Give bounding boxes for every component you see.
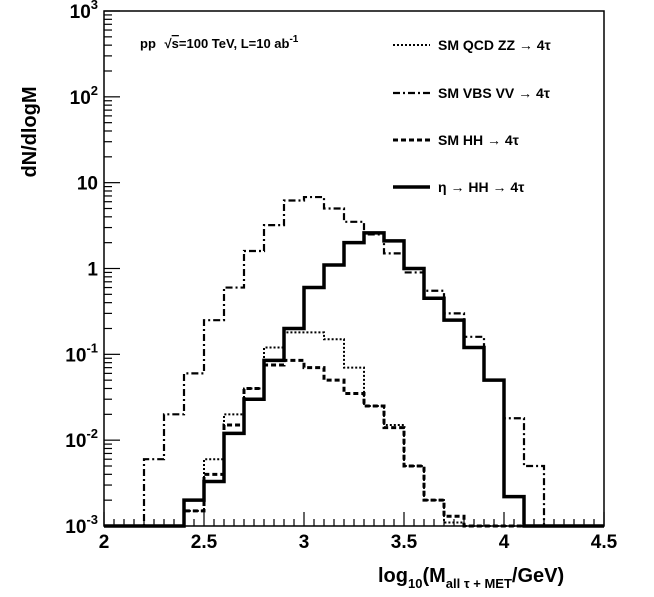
x-tick-label: 4.5 xyxy=(591,532,618,553)
legend-label: η → HH → 4τ xyxy=(438,179,525,195)
y-tick-label: 103 xyxy=(70,0,98,23)
histogram-curves xyxy=(104,195,604,528)
series-line-solid xyxy=(104,231,604,528)
xlabel-sub1: 10 xyxy=(408,576,422,591)
xlabel-sub2: all τ + MET xyxy=(446,576,512,591)
x-axis-title: log10(Mall τ + MET/GeV) xyxy=(378,565,564,591)
tick-labels: 2 2.5 3 3.5 4 4.5 10-3 10-2 10-1 1 10 102 103 xyxy=(65,0,617,553)
legend-label: SM HH → 4τ xyxy=(438,132,520,148)
y-tick-label: 10-2 xyxy=(65,426,98,452)
annotation-prefix: pp xyxy=(140,36,156,51)
sqrt-radical: √ xyxy=(165,36,173,51)
y-tick-label: 10-1 xyxy=(65,340,98,366)
annotation-sup: -1 xyxy=(289,34,298,45)
annotation-suffix: =100 TeV, L=10 ab xyxy=(179,36,290,51)
x-tick-label: 3 xyxy=(299,532,310,553)
y-axis-title: dN/dlogM xyxy=(19,86,41,177)
series-line-dashdot xyxy=(104,195,604,528)
y-tick-label: 1 xyxy=(87,260,98,281)
legend: SM QCD ZZ → 4τ SM VBS VV → 4τ SM HH → 4τ η … xyxy=(393,37,552,195)
legend-label: SM VBS VV → 4τ xyxy=(438,85,551,101)
xlabel-mid: (M xyxy=(422,565,445,587)
y-tick-label: 10-3 xyxy=(65,512,98,538)
x-tick-label: 3.5 xyxy=(391,532,418,553)
axis-ticks xyxy=(103,10,605,527)
collider-annotation: pp √s=100 TeV, L=10 ab-1 xyxy=(140,34,299,51)
x-tick-label: 4 xyxy=(499,532,510,553)
legend-label: SM QCD ZZ → 4τ xyxy=(438,37,552,53)
y-tick-label: 10 xyxy=(77,174,98,195)
xlabel-end: /GeV) xyxy=(512,565,564,587)
series-line-dotted xyxy=(104,331,604,527)
x-tick-label: 2.5 xyxy=(191,532,218,553)
series-line-dashed xyxy=(104,358,604,528)
x-tick-label: 2 xyxy=(99,532,110,553)
annotation-sqrt: s xyxy=(172,36,179,51)
y-tick-label: 102 xyxy=(70,83,98,109)
xlabel-base: log xyxy=(378,565,408,587)
